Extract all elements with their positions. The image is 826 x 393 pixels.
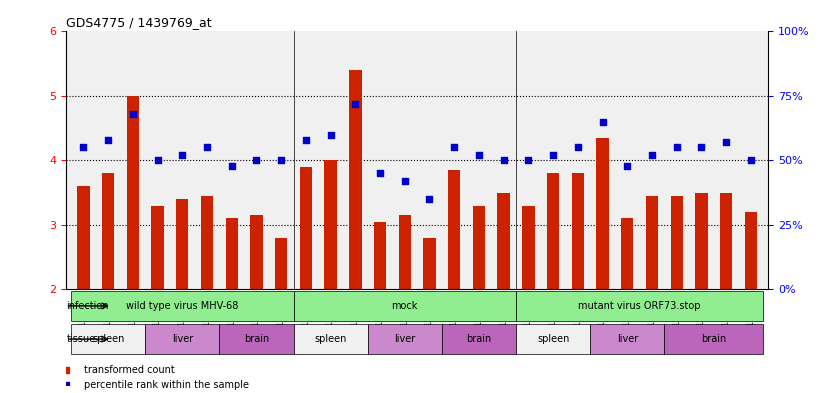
- Point: [349, 101, 362, 107]
- FancyBboxPatch shape: [71, 291, 293, 321]
- Text: transformed count: transformed count: [83, 365, 174, 375]
- FancyBboxPatch shape: [71, 324, 145, 354]
- Text: infection: infection: [67, 301, 109, 311]
- Bar: [547, 173, 559, 289]
- Point: [547, 152, 560, 158]
- Text: wild type virus MHV-68: wild type virus MHV-68: [126, 301, 239, 311]
- Text: mock: mock: [392, 301, 418, 311]
- Bar: [151, 206, 164, 289]
- Text: spleen: spleen: [315, 334, 347, 344]
- Bar: [572, 173, 584, 289]
- Bar: [300, 167, 312, 289]
- Bar: [126, 96, 139, 289]
- FancyBboxPatch shape: [516, 324, 591, 354]
- Point: [324, 131, 337, 138]
- Text: liver: liver: [394, 334, 415, 344]
- Bar: [77, 186, 89, 289]
- Bar: [745, 212, 757, 289]
- Bar: [275, 238, 287, 289]
- Bar: [225, 219, 238, 289]
- Text: spleen: spleen: [92, 334, 124, 344]
- Point: [744, 157, 757, 163]
- FancyBboxPatch shape: [664, 324, 763, 354]
- Bar: [102, 173, 114, 289]
- Bar: [720, 193, 733, 289]
- Bar: [325, 160, 337, 289]
- Point: [102, 137, 115, 143]
- Text: brain: brain: [467, 334, 491, 344]
- FancyBboxPatch shape: [293, 324, 368, 354]
- Bar: [201, 196, 213, 289]
- Point: [373, 170, 387, 176]
- Point: [299, 137, 312, 143]
- Bar: [646, 196, 658, 289]
- Bar: [448, 170, 460, 289]
- Bar: [250, 215, 263, 289]
- Point: [596, 119, 609, 125]
- Point: [497, 157, 510, 163]
- Bar: [497, 193, 510, 289]
- Text: mutant virus ORF73.stop: mutant virus ORF73.stop: [578, 301, 701, 311]
- Bar: [399, 215, 411, 289]
- FancyBboxPatch shape: [591, 324, 664, 354]
- Point: [176, 152, 189, 158]
- Point: [201, 144, 214, 151]
- FancyBboxPatch shape: [220, 324, 293, 354]
- Text: tissue: tissue: [67, 334, 96, 344]
- Text: liver: liver: [172, 334, 193, 344]
- Point: [225, 162, 239, 169]
- Point: [522, 157, 535, 163]
- Text: GDS4775 / 1439769_at: GDS4775 / 1439769_at: [66, 16, 211, 29]
- FancyBboxPatch shape: [368, 324, 442, 354]
- Point: [423, 196, 436, 202]
- FancyBboxPatch shape: [293, 291, 516, 321]
- Point: [411, 233, 424, 240]
- Point: [398, 178, 411, 184]
- Point: [472, 152, 486, 158]
- Point: [249, 157, 263, 163]
- Point: [77, 144, 90, 151]
- Bar: [621, 219, 634, 289]
- Point: [411, 367, 424, 373]
- Text: spleen: spleen: [537, 334, 569, 344]
- FancyBboxPatch shape: [442, 324, 516, 354]
- Point: [151, 157, 164, 163]
- Text: brain: brain: [701, 334, 726, 344]
- Point: [670, 144, 683, 151]
- Point: [448, 144, 461, 151]
- Bar: [671, 196, 683, 289]
- Bar: [349, 70, 362, 289]
- Bar: [695, 193, 708, 289]
- Text: liver: liver: [617, 334, 638, 344]
- Point: [645, 152, 658, 158]
- Bar: [472, 206, 485, 289]
- Text: brain: brain: [244, 334, 269, 344]
- Point: [572, 144, 585, 151]
- Bar: [522, 206, 534, 289]
- FancyBboxPatch shape: [516, 291, 763, 321]
- Bar: [423, 238, 435, 289]
- Bar: [176, 199, 188, 289]
- Point: [719, 139, 733, 145]
- Point: [126, 111, 140, 117]
- Bar: [596, 138, 609, 289]
- Text: percentile rank within the sample: percentile rank within the sample: [83, 380, 249, 390]
- FancyBboxPatch shape: [145, 324, 220, 354]
- Bar: [374, 222, 387, 289]
- Point: [274, 157, 287, 163]
- Point: [620, 162, 634, 169]
- Point: [695, 144, 708, 151]
